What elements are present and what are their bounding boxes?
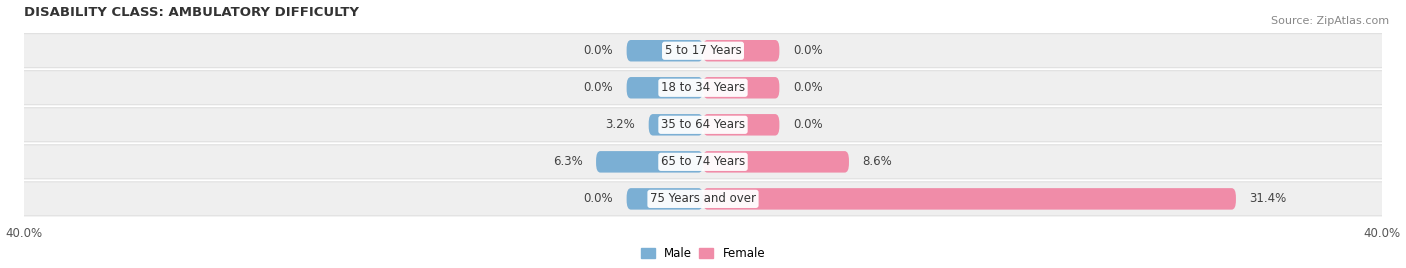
- FancyBboxPatch shape: [15, 145, 1391, 179]
- FancyBboxPatch shape: [703, 114, 779, 136]
- Text: 75 Years and over: 75 Years and over: [650, 192, 756, 205]
- Text: 0.0%: 0.0%: [793, 118, 823, 131]
- FancyBboxPatch shape: [15, 182, 1391, 216]
- Text: 0.0%: 0.0%: [583, 44, 613, 57]
- Text: DISABILITY CLASS: AMBULATORY DIFFICULTY: DISABILITY CLASS: AMBULATORY DIFFICULTY: [24, 6, 359, 18]
- FancyBboxPatch shape: [703, 40, 779, 61]
- Text: 0.0%: 0.0%: [793, 81, 823, 94]
- FancyBboxPatch shape: [703, 151, 849, 173]
- FancyBboxPatch shape: [703, 188, 1236, 210]
- FancyBboxPatch shape: [15, 34, 1391, 68]
- Text: 5 to 17 Years: 5 to 17 Years: [665, 44, 741, 57]
- Text: Source: ZipAtlas.com: Source: ZipAtlas.com: [1271, 16, 1389, 26]
- Text: 0.0%: 0.0%: [583, 192, 613, 205]
- FancyBboxPatch shape: [627, 40, 703, 61]
- FancyBboxPatch shape: [648, 114, 703, 136]
- FancyBboxPatch shape: [15, 71, 1391, 105]
- Text: 8.6%: 8.6%: [862, 155, 893, 168]
- Text: 65 to 74 Years: 65 to 74 Years: [661, 155, 745, 168]
- Text: 18 to 34 Years: 18 to 34 Years: [661, 81, 745, 94]
- Text: 31.4%: 31.4%: [1250, 192, 1286, 205]
- Legend: Male, Female: Male, Female: [641, 247, 765, 260]
- FancyBboxPatch shape: [627, 77, 703, 99]
- Text: 6.3%: 6.3%: [553, 155, 582, 168]
- Text: 0.0%: 0.0%: [583, 81, 613, 94]
- FancyBboxPatch shape: [15, 108, 1391, 142]
- FancyBboxPatch shape: [596, 151, 703, 173]
- Text: 0.0%: 0.0%: [793, 44, 823, 57]
- Text: 35 to 64 Years: 35 to 64 Years: [661, 118, 745, 131]
- Text: 3.2%: 3.2%: [606, 118, 636, 131]
- FancyBboxPatch shape: [703, 77, 779, 99]
- FancyBboxPatch shape: [627, 188, 703, 210]
